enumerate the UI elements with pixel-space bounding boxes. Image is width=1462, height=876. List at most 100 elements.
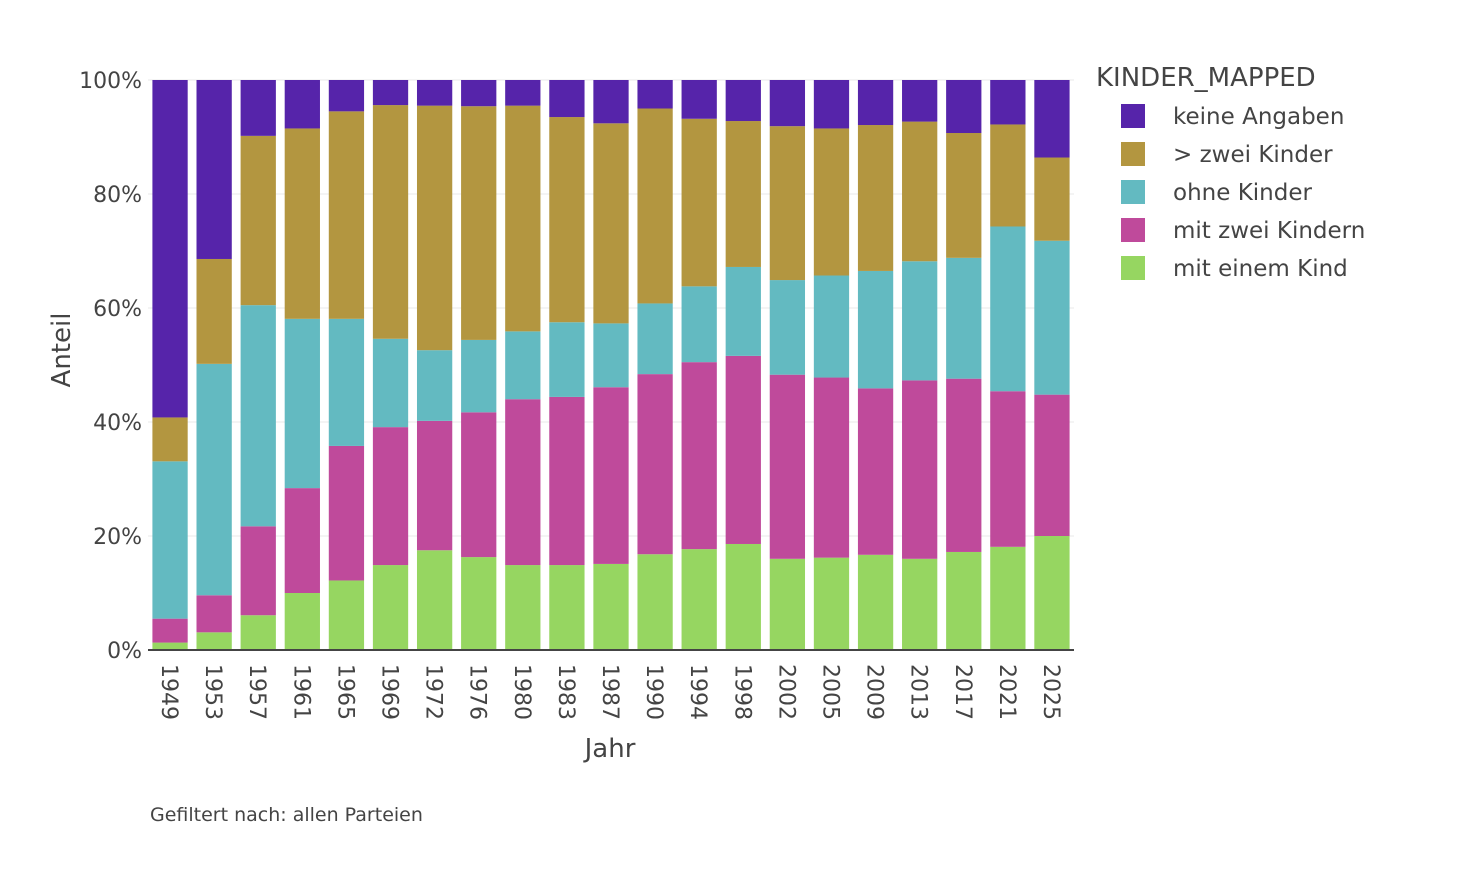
bar-segment[interactable] xyxy=(946,551,982,650)
bar-segment[interactable] xyxy=(990,80,1026,125)
bar-segment[interactable] xyxy=(152,417,188,462)
bar-segment[interactable] xyxy=(240,80,276,136)
bar-segment[interactable] xyxy=(240,526,276,616)
bar-segment[interactable] xyxy=(549,396,585,566)
bar-stack-2009[interactable] xyxy=(857,80,894,650)
bar-segment[interactable] xyxy=(857,80,894,126)
bar-segment[interactable] xyxy=(813,275,850,378)
legend[interactable]: KINDER_MAPPED keine Angaben > zwei Kinder… xyxy=(1096,63,1365,282)
bar-segment[interactable] xyxy=(505,399,541,566)
bar-segment[interactable] xyxy=(328,445,365,581)
bar-segment[interactable] xyxy=(328,318,365,446)
bar-segment[interactable] xyxy=(196,258,232,364)
bar-segment[interactable] xyxy=(240,615,276,650)
bar-segment[interactable] xyxy=(284,80,320,129)
bar-segment[interactable] xyxy=(240,305,276,527)
bar-segment[interactable] xyxy=(946,257,982,379)
bar-segment[interactable] xyxy=(461,80,497,107)
bar-segment[interactable] xyxy=(769,280,806,375)
bar-segment[interactable] xyxy=(857,388,894,555)
bar-stack-1976[interactable] xyxy=(461,80,497,650)
bar-stack-1998[interactable] xyxy=(725,80,761,650)
bar-segment[interactable] xyxy=(637,374,673,555)
bar-segment[interactable] xyxy=(681,362,717,550)
bar-segment[interactable] xyxy=(593,80,629,124)
bar-segment[interactable] xyxy=(461,557,497,650)
bar-stack-1949[interactable] xyxy=(152,80,188,650)
bar-segment[interactable] xyxy=(725,266,761,356)
bar-stack-1961[interactable] xyxy=(284,80,320,650)
bar-stack-1994[interactable] xyxy=(681,80,717,650)
legend-item[interactable]: mit einem Kind xyxy=(1121,256,1348,282)
bar-segment[interactable] xyxy=(902,80,938,122)
bar-segment[interactable] xyxy=(284,128,320,319)
bar-stack-1980[interactable] xyxy=(505,80,541,650)
bar-segment[interactable] xyxy=(725,121,761,267)
bar-segment[interactable] xyxy=(152,461,188,619)
bar-segment[interactable] xyxy=(813,80,850,129)
bar-segment[interactable] xyxy=(196,363,232,596)
bar-segment[interactable] xyxy=(902,558,938,650)
bar-segment[interactable] xyxy=(637,554,673,650)
bar-segment[interactable] xyxy=(152,80,188,418)
bar-segment[interactable] xyxy=(372,105,409,339)
bar-segment[interactable] xyxy=(372,565,409,650)
legend-item[interactable]: mit zwei Kindern xyxy=(1121,218,1365,244)
bar-segment[interactable] xyxy=(505,80,541,106)
bar-segment[interactable] xyxy=(416,80,453,106)
bar-segment[interactable] xyxy=(505,105,541,332)
bar-segment[interactable] xyxy=(284,488,320,593)
bar-segment[interactable] xyxy=(725,543,761,650)
bar-segment[interactable] xyxy=(549,322,585,397)
bar-segment[interactable] xyxy=(593,563,629,650)
bar-segment[interactable] xyxy=(549,80,585,118)
bar-segment[interactable] xyxy=(990,546,1026,650)
bar-segment[interactable] xyxy=(372,80,409,106)
bar-segment[interactable] xyxy=(152,642,188,650)
bar-segment[interactable] xyxy=(637,108,673,304)
bar-segment[interactable] xyxy=(284,593,320,650)
bar-segment[interactable] xyxy=(284,318,320,489)
bar-segment[interactable] xyxy=(593,123,629,324)
bar-segment[interactable] xyxy=(416,420,453,551)
bar-stack-2002[interactable] xyxy=(769,80,806,650)
bar-segment[interactable] xyxy=(813,557,850,650)
bar-segment[interactable] xyxy=(902,380,938,559)
bar-segment[interactable] xyxy=(946,80,982,134)
bar-segment[interactable] xyxy=(990,226,1026,392)
bar-stack-1965[interactable] xyxy=(328,80,365,650)
bar-segment[interactable] xyxy=(196,632,232,650)
bar-segment[interactable] xyxy=(990,124,1026,227)
bar-segment[interactable] xyxy=(505,565,541,650)
bar-stack-1953[interactable] xyxy=(196,80,232,650)
bar-segment[interactable] xyxy=(857,125,894,271)
bar-segment[interactable] xyxy=(1034,394,1070,536)
bar-segment[interactable] xyxy=(372,427,409,566)
bar-segment[interactable] xyxy=(1034,80,1070,158)
bar-segment[interactable] xyxy=(328,111,365,319)
bar-segment[interactable] xyxy=(328,580,365,650)
bar-segment[interactable] xyxy=(725,355,761,544)
bar-segment[interactable] xyxy=(902,261,938,381)
bar-stack-1983[interactable] xyxy=(549,80,585,650)
bar-segment[interactable] xyxy=(857,270,894,389)
bar-stack-2017[interactable] xyxy=(946,80,982,650)
bar-segment[interactable] xyxy=(461,412,497,558)
legend-item[interactable]: > zwei Kinder xyxy=(1121,142,1333,168)
bar-segment[interactable] xyxy=(769,558,806,650)
bar-segment[interactable] xyxy=(1034,240,1070,395)
bar-segment[interactable] xyxy=(240,135,276,306)
bar-segment[interactable] xyxy=(990,391,1026,547)
bar-segment[interactable] xyxy=(769,80,806,127)
bar-stack-2013[interactable] xyxy=(902,80,938,650)
bar-segment[interactable] xyxy=(946,378,982,552)
bar-segment[interactable] xyxy=(196,80,232,259)
bar-segment[interactable] xyxy=(681,118,717,287)
bar-segment[interactable] xyxy=(1034,536,1070,650)
bar-segment[interactable] xyxy=(549,117,585,323)
bar-segment[interactable] xyxy=(416,350,453,421)
bar-segment[interactable] xyxy=(813,128,850,276)
bar-segment[interactable] xyxy=(505,331,541,400)
bar-stack-1972[interactable] xyxy=(416,80,453,650)
bar-stack-1990[interactable] xyxy=(637,80,673,650)
